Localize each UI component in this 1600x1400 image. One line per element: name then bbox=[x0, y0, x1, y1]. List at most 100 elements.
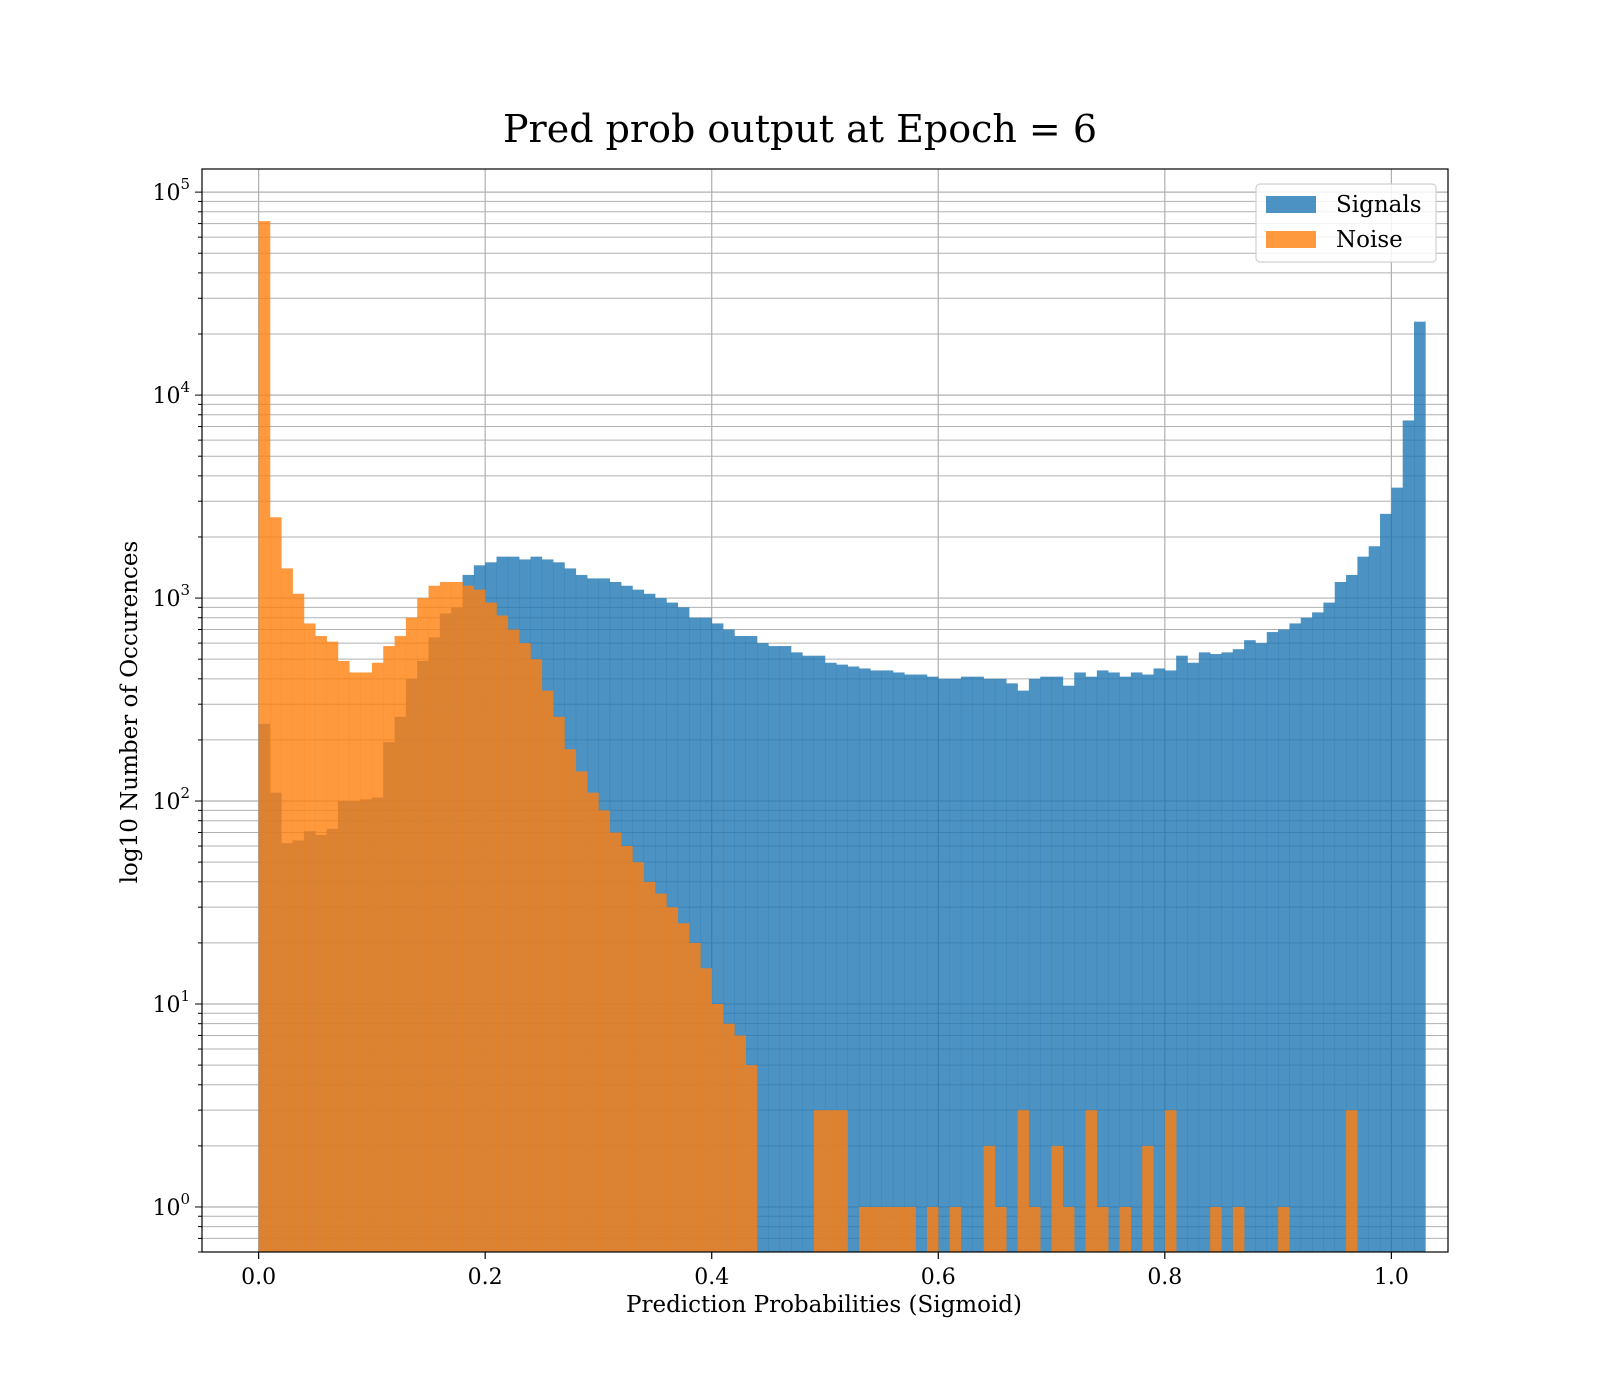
bar-signals bbox=[1334, 581, 1347, 1252]
bar-noise bbox=[428, 585, 441, 1252]
bar-noise bbox=[1062, 1206, 1075, 1252]
bar-noise bbox=[666, 907, 679, 1252]
bar-signals bbox=[802, 655, 814, 1252]
bar-noise bbox=[417, 598, 429, 1252]
bar-noise bbox=[892, 1206, 905, 1252]
bar-signals bbox=[858, 668, 871, 1252]
legend-label-noise: Noise bbox=[1336, 227, 1403, 253]
bar-noise bbox=[1119, 1206, 1132, 1252]
y-axis: 100 101 102 103 104 105 bbox=[152, 175, 202, 1253]
bar-signals bbox=[1096, 670, 1109, 1252]
bar-noise bbox=[1278, 1206, 1290, 1252]
bar-signals bbox=[1323, 602, 1336, 1252]
y-tick-label: 101 bbox=[152, 987, 190, 1018]
bar-signals bbox=[915, 674, 928, 1252]
bar-noise bbox=[711, 1004, 724, 1252]
bar-noise bbox=[553, 716, 565, 1252]
bar-noise bbox=[745, 1065, 758, 1252]
x-tick-label: 0.2 bbox=[468, 1265, 503, 1290]
bar-noise bbox=[405, 617, 418, 1252]
bar-signals bbox=[791, 652, 803, 1252]
x-axis: 0.0 0.2 0.4 0.6 0.8 1.0 bbox=[241, 1252, 1409, 1290]
bar-noise bbox=[360, 672, 373, 1252]
bar-signals bbox=[994, 678, 1007, 1252]
bar-signals bbox=[983, 678, 996, 1252]
bar-signals bbox=[734, 636, 747, 1252]
x-tick-label: 0.4 bbox=[694, 1265, 729, 1290]
bar-noise bbox=[609, 832, 622, 1252]
bar-signals bbox=[1006, 683, 1018, 1252]
legend-swatch-signals bbox=[1266, 196, 1316, 213]
legend-label-signals: Signals bbox=[1336, 192, 1422, 218]
legend-swatch-noise bbox=[1266, 231, 1316, 248]
bar-signals bbox=[768, 646, 780, 1252]
bar-noise bbox=[269, 517, 282, 1252]
bar-signals bbox=[870, 670, 882, 1252]
y-tick-label: 100 bbox=[152, 1190, 190, 1221]
bar-signals bbox=[949, 678, 962, 1252]
bar-noise bbox=[926, 1206, 939, 1252]
bar-signals bbox=[1312, 612, 1324, 1252]
bar-noise bbox=[813, 1110, 826, 1252]
bar-signals bbox=[1210, 654, 1222, 1252]
bar-noise bbox=[258, 221, 271, 1253]
bar-signals bbox=[1062, 685, 1075, 1252]
bar-signals bbox=[836, 664, 848, 1252]
bar-noise bbox=[836, 1110, 848, 1252]
bar-noise bbox=[1232, 1206, 1245, 1252]
bar-noise bbox=[1085, 1110, 1098, 1252]
bar-noise bbox=[564, 749, 577, 1252]
bar-noise bbox=[337, 660, 350, 1252]
bar-noise bbox=[371, 662, 384, 1252]
bar-noise bbox=[541, 690, 554, 1252]
x-tick-label: 0.6 bbox=[921, 1265, 956, 1290]
bar-signals bbox=[1142, 674, 1154, 1252]
bar-signals bbox=[1346, 574, 1358, 1252]
bar-signals bbox=[1244, 640, 1256, 1252]
bar-noise bbox=[462, 585, 475, 1252]
bar-signals bbox=[1085, 676, 1098, 1252]
bar-signals bbox=[1187, 662, 1200, 1252]
bar-noise bbox=[689, 942, 701, 1252]
bar-noise bbox=[1346, 1110, 1358, 1252]
bar-signals bbox=[757, 643, 769, 1252]
bar-noise bbox=[451, 581, 463, 1252]
x-axis-label: Prediction Probabilities (Sigmoid) bbox=[626, 1292, 1022, 1318]
bar-signals bbox=[972, 676, 984, 1252]
bar-noise bbox=[439, 581, 452, 1252]
bar-signals bbox=[1368, 546, 1381, 1252]
bar-noise bbox=[598, 810, 611, 1252]
bar-signals bbox=[1221, 652, 1234, 1252]
bar-signals bbox=[1278, 629, 1290, 1252]
bar-noise bbox=[643, 881, 656, 1252]
bar-noise bbox=[575, 771, 588, 1252]
bar-signals bbox=[1380, 513, 1392, 1252]
bar-signals bbox=[1198, 652, 1211, 1252]
bar-noise bbox=[496, 615, 509, 1252]
y-tick-label: 105 bbox=[152, 175, 190, 206]
bar-signals bbox=[1108, 672, 1120, 1252]
chart-title: Pred prob output at Epoch = 6 bbox=[503, 107, 1097, 151]
bar-noise bbox=[904, 1206, 916, 1252]
bar-signals bbox=[1391, 487, 1403, 1253]
bar-signals bbox=[689, 617, 701, 1252]
bar-noise bbox=[723, 1023, 735, 1252]
legend: Signals Noise bbox=[1255, 183, 1437, 263]
y-tick-label: 103 bbox=[152, 581, 190, 612]
bar-noise bbox=[1142, 1145, 1154, 1252]
bar-signals bbox=[1164, 670, 1177, 1252]
bar-noise bbox=[870, 1206, 882, 1252]
bar-signals bbox=[745, 636, 758, 1252]
bar-signals bbox=[1028, 678, 1041, 1252]
bar-signals bbox=[1119, 676, 1132, 1252]
bar-signals bbox=[847, 666, 860, 1252]
bar-noise bbox=[507, 629, 520, 1252]
bar-noise bbox=[315, 636, 327, 1252]
bar-noise bbox=[1210, 1206, 1222, 1252]
bar-signals bbox=[1402, 420, 1415, 1252]
bar-noise bbox=[825, 1110, 837, 1252]
bar-noise bbox=[677, 923, 690, 1252]
bar-signals bbox=[825, 662, 837, 1252]
y-tick-label: 102 bbox=[152, 784, 190, 815]
bar-noise bbox=[530, 659, 543, 1252]
